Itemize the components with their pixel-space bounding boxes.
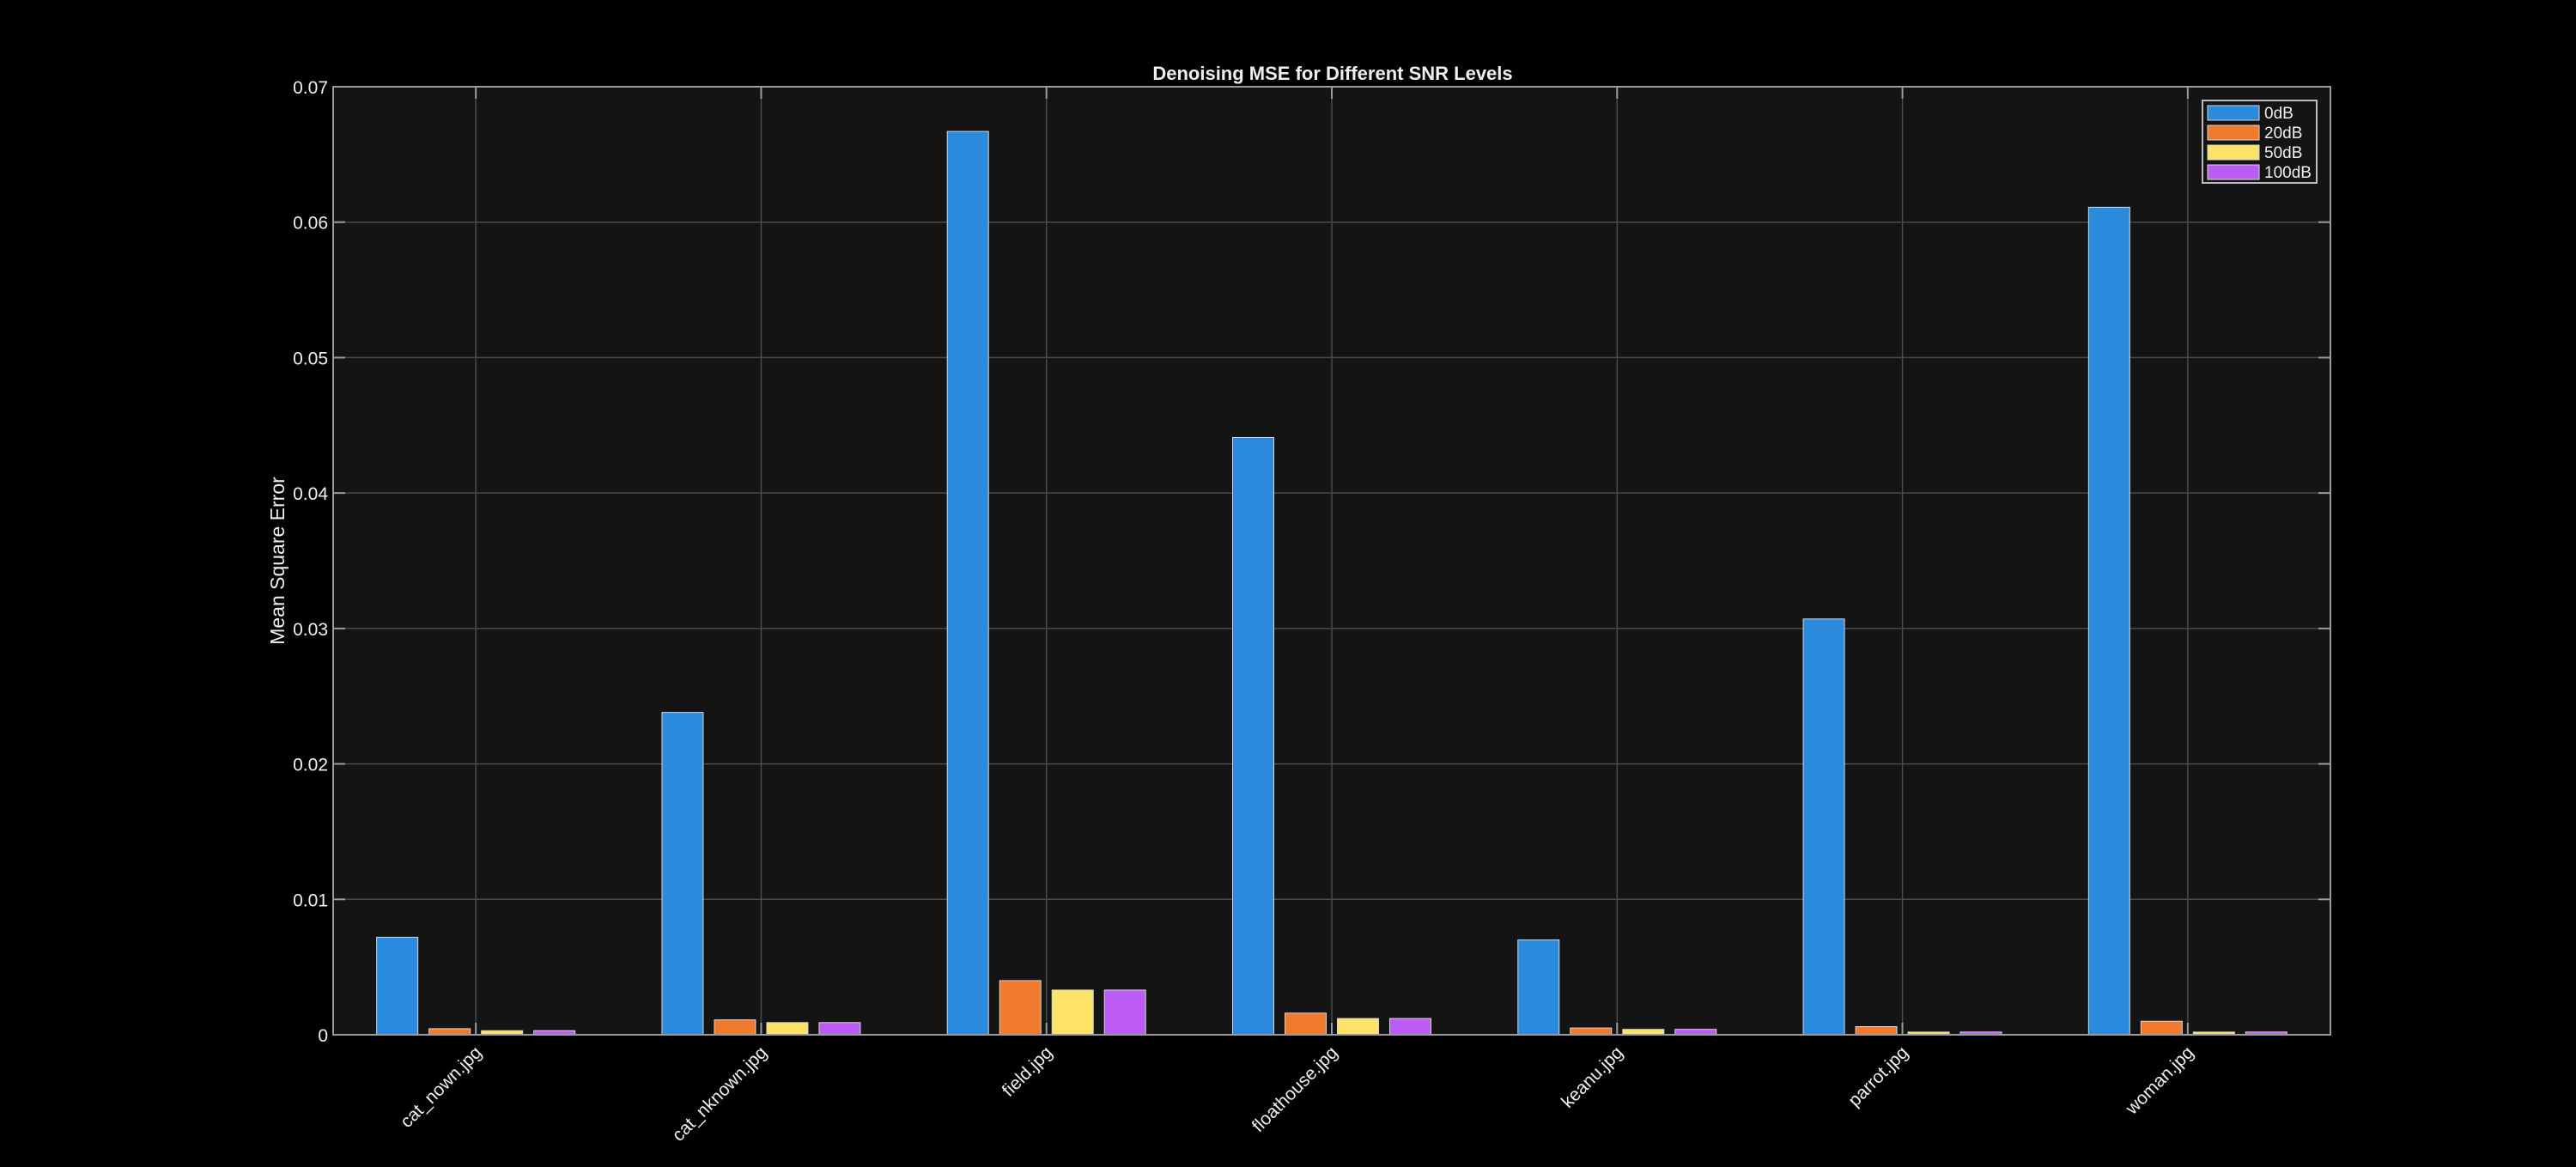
y-tick-label: 0.03 [293,620,328,640]
bar-50db [766,1022,809,1036]
bar-0db [946,131,989,1036]
y-axis-label: Mean Square Error [266,477,289,645]
x-tick-label: field.jpg [999,1042,1056,1100]
x-tick-label: parrot.jpg [1844,1042,1912,1110]
bar-0db [376,936,419,1036]
bar-0db [2087,206,2130,1036]
bar-0db [661,712,704,1036]
x-tick-label: cat_nknown.jpg [669,1042,771,1145]
bars [376,131,2287,1036]
bar-20db [714,1019,756,1036]
legend-label: 50dB [2264,144,2302,162]
x-tick-label: floathouse.jpg [1249,1042,1342,1136]
grid-lines [333,87,2330,1035]
bar-20db [1570,1027,1613,1036]
y-tick-label: 0.04 [293,484,328,504]
x-tick-label: woman.jpg [2122,1042,2198,1119]
bar-20db [428,1028,471,1036]
y-tick-label: 0.02 [293,756,328,775]
bar-20db [2140,1020,2183,1036]
bar-100db [1103,989,1146,1036]
legend-label: 0dB [2264,105,2293,123]
y-ticks: 0 0.01 0.02 0.03 0.04 0.05 0.06 0.07 [293,78,2330,1046]
bar-0db [1517,939,1560,1036]
legend-swatch [2207,144,2260,161]
x-tick-label: keanu.jpg [1558,1042,1627,1112]
legend-label: 100dB [2264,164,2312,182]
legend-label: 20dB [2264,125,2302,143]
bar-20db [1855,1026,1898,1036]
legend-swatch [2207,164,2260,180]
bar-0db [1802,618,1845,1036]
bar-100db [818,1022,861,1036]
y-tick-label: 0.05 [293,349,328,368]
legend-swatch [2207,125,2260,141]
bar-50db [1051,989,1094,1036]
x-tick-label: cat_nown.jpg [397,1042,486,1132]
y-tick-label: 0 [318,1026,328,1046]
bar-100db [1389,1018,1431,1036]
bar-20db [999,980,1042,1036]
y-tick-label: 0.01 [293,890,328,910]
y-tick-label: 0.06 [293,214,328,234]
bar-0db [1232,436,1274,1036]
bar-20db [1285,1012,1327,1036]
y-tick-label: 0.07 [293,78,328,98]
legend-swatch [2207,105,2260,121]
bar-50db [1337,1018,1379,1036]
chart-title: Denoising MSE for Different SNR Levels [1152,63,1512,84]
